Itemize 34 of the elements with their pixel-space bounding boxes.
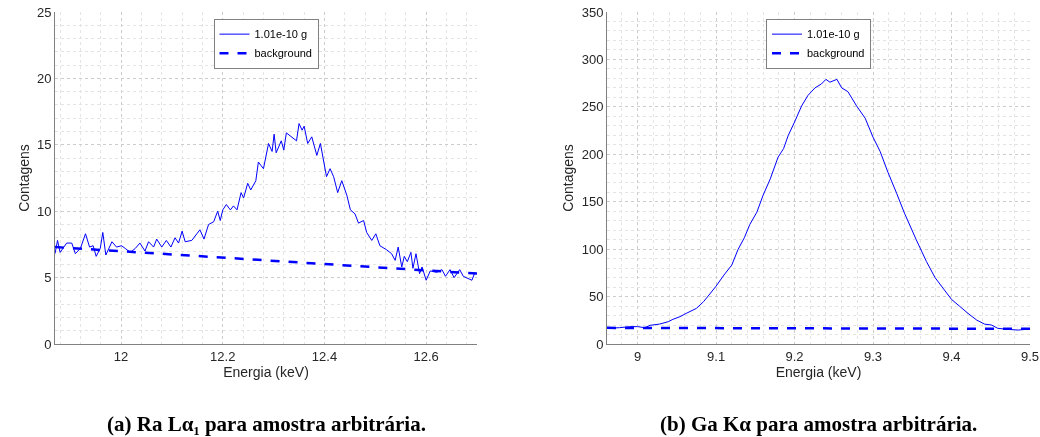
y-tick-label: 100 xyxy=(581,241,604,257)
x-tick-label: 9 xyxy=(633,348,642,364)
y-tick-label: 25 xyxy=(36,4,52,20)
y-tick-label: 0 xyxy=(596,336,604,352)
x-tick-label: 12.6 xyxy=(413,348,439,364)
y-tick-label: 150 xyxy=(581,194,604,210)
y-tick-label: 15 xyxy=(36,137,52,153)
y-axis-title: Contagens xyxy=(15,144,32,212)
y-tick-label: 5 xyxy=(44,270,52,286)
x-tick-label: 12 xyxy=(113,348,129,364)
x-tick-label: 9.2 xyxy=(785,348,804,364)
text: (b) Ga Kα para amostra arbitrária. xyxy=(660,412,978,436)
legend-label: background xyxy=(807,47,865,60)
y-tick-label: 350 xyxy=(581,4,604,20)
y-axis-title: Contagens xyxy=(560,144,577,212)
x-tick-label: 9.4 xyxy=(942,348,961,364)
x-tick-label: 9.5 xyxy=(1020,348,1040,364)
y-tick-label: 200 xyxy=(581,146,604,162)
x-axis-title: Energia (keV) xyxy=(223,363,309,380)
y-tick-label: 0 xyxy=(44,336,52,352)
x-tick-label: 12.2 xyxy=(210,348,236,364)
legend-label: 1.01e-10 g xyxy=(807,28,860,41)
y-tick-label: 10 xyxy=(36,203,52,219)
x-axis-title: Energia (keV) xyxy=(775,363,862,380)
y-tick-label: 250 xyxy=(581,99,604,115)
legend-label: background xyxy=(254,47,312,60)
y-tick-label: 50 xyxy=(588,289,604,305)
x-tick-label: 12.4 xyxy=(311,348,338,364)
text: (a) Ra Lα₁ para amostra arbitrária. xyxy=(107,412,426,436)
y-tick-label: 20 xyxy=(36,70,52,86)
x-tick-label: 9.1 xyxy=(707,348,726,364)
x-tick-label: 9.3 xyxy=(864,348,883,364)
legend-label: 1.01e-10 g xyxy=(254,28,308,41)
y-tick-label: 300 xyxy=(581,51,604,67)
